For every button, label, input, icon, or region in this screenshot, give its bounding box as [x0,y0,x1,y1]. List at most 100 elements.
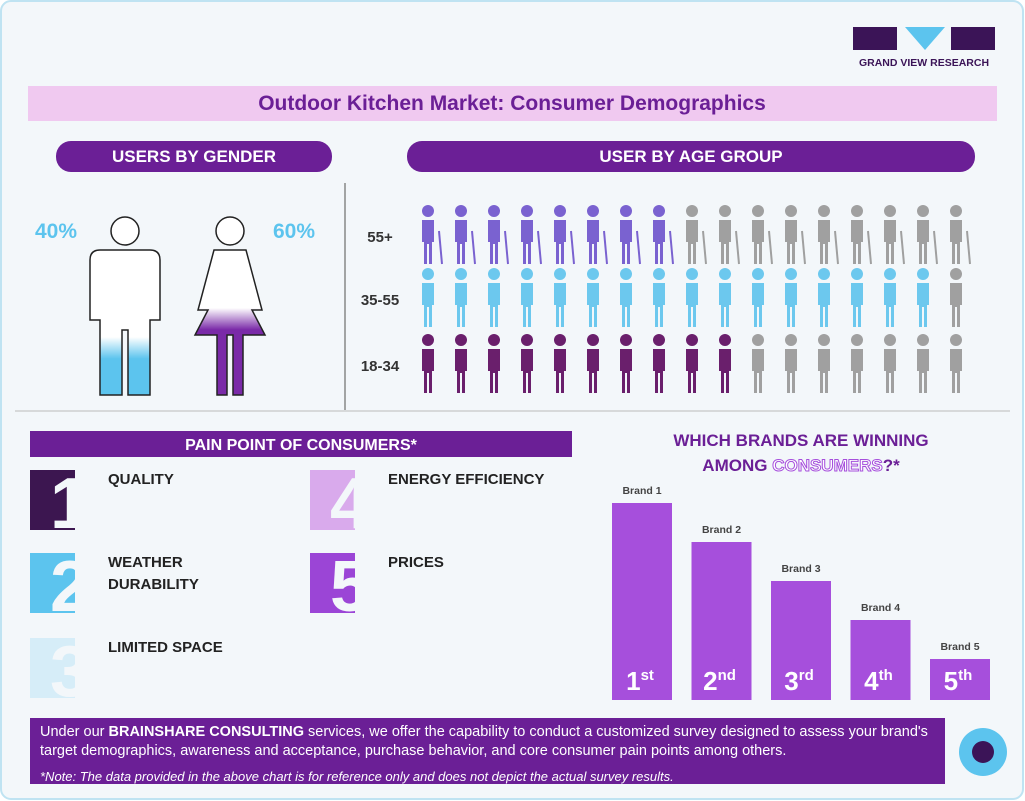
icon-body [620,283,632,327]
icon-cane [504,230,509,265]
icon-head [554,334,566,346]
icon-body [653,283,665,327]
person-icon [488,205,509,265]
icon-body [521,349,533,393]
person-icon [851,334,863,393]
icon-head [620,268,632,280]
footer-text: Under our BRAINSHARE CONSULTING services… [40,723,935,761]
icon-head [521,334,533,346]
icon-cane [537,230,542,265]
person-icon [785,334,797,393]
footer: Under our BRAINSHARE CONSULTING services… [30,718,945,784]
icon-body [719,349,731,393]
icon-head [818,205,830,217]
person-icon [950,205,971,265]
person-icon [686,268,698,327]
heading-pill [56,141,332,172]
brand-name: Brand 1 [622,485,661,497]
brand-rank-number: 5 [944,666,958,696]
person-icon [653,205,674,265]
pain-label: QUALITY [108,471,174,488]
icon-body [686,220,698,264]
age-heading: USER BY AGE GROUP [599,147,782,166]
brand-rank-suffix: th [879,667,893,684]
icon-body [851,220,863,264]
icon-body [950,220,962,264]
pain-number: 4 [330,464,370,544]
person-icon [950,334,962,393]
icon-cane [669,230,674,265]
brand-rank: 2nd [703,666,736,696]
person-icon [851,205,872,265]
person-icon [785,205,806,265]
pain-badge [310,553,355,613]
icon-head [620,334,632,346]
female-body [193,249,267,396]
icon-body [686,283,698,327]
pain-label: ENERGY EFFICIENCY [388,471,544,488]
icon-body [752,220,764,264]
icon-body [455,349,467,393]
brand-rank-suffix: rd [799,667,814,684]
icon-head [686,334,698,346]
brand-rank-suffix: th [958,667,972,684]
icon-head [950,334,962,346]
icon-head [620,205,632,217]
pain-label-line: DURABILITY [108,576,199,593]
brand-rank-number: 3 [784,666,798,696]
icon-head [488,334,500,346]
icon-body [686,349,698,393]
person-icon [785,268,797,327]
age-label: 18-34 [361,358,400,375]
person-icon [554,268,566,327]
icon-cane [702,230,707,265]
icon-body [587,220,599,264]
icon-head [422,268,434,280]
pain-badge [310,470,355,530]
male-share: 40% [35,220,77,243]
icon-body [818,283,830,327]
footer-text-bold: BRAINSHARE CONSULTING [108,724,304,740]
person-icon [917,334,929,393]
icon-head [653,205,665,217]
brand-name: Brand 2 [702,524,741,536]
icon-head [719,268,731,280]
icon-cane [867,230,872,265]
icon-head [884,205,896,217]
icon-cane [933,230,938,265]
icon-body [950,349,962,393]
icon-body [521,220,533,264]
icon-head [455,334,467,346]
icon-body [554,283,566,327]
icon-cane [801,230,806,265]
pain-badge [30,638,75,698]
person-icon [422,268,434,327]
brands-heading-part: CONSUMERS [772,456,883,475]
icon-body [488,349,500,393]
person-icon [620,205,641,265]
icon-body [455,220,467,264]
icon-cane [438,230,443,265]
icon-head [422,334,434,346]
icon-head [851,205,863,217]
icon-body [752,349,764,393]
icon-body [422,349,434,393]
person-icon [884,334,896,393]
person-icon [521,268,533,327]
pain-number: 3 [50,632,90,712]
footer-text-part: Under our [40,724,109,740]
icon-body [851,349,863,393]
icon-head [752,334,764,346]
logo-text: GRAND VIEW RESEARCH [859,57,989,69]
footer-note: *Note: The data provided in the above ch… [40,769,674,784]
pain-label: LIMITED SPACE [108,639,223,656]
person-icon [521,205,542,265]
person-icon [620,334,632,393]
person-icon [620,268,632,327]
person-icon [422,334,434,393]
person-icon [554,205,575,265]
icon-body [917,349,929,393]
icon-cane [636,230,641,265]
brand-name: Brand 3 [781,563,820,575]
icon-head [488,268,500,280]
